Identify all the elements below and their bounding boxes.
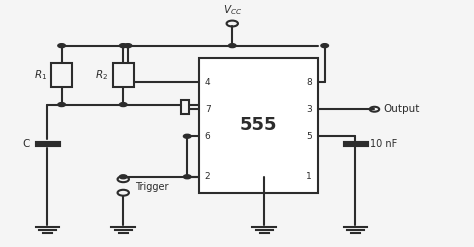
Text: 10 nF: 10 nF: [370, 139, 397, 149]
Circle shape: [58, 44, 65, 48]
Bar: [181, 100, 189, 114]
Text: $R_1$: $R_1$: [34, 68, 47, 82]
Circle shape: [183, 175, 191, 179]
Text: 7: 7: [205, 105, 210, 114]
FancyBboxPatch shape: [51, 63, 72, 87]
Circle shape: [119, 175, 127, 179]
Circle shape: [119, 103, 127, 106]
Circle shape: [228, 44, 236, 48]
Text: 6: 6: [205, 132, 210, 141]
Text: 8: 8: [306, 78, 312, 87]
Text: Output: Output: [383, 104, 419, 114]
Text: 2: 2: [205, 172, 210, 181]
Text: 1: 1: [306, 172, 312, 181]
Circle shape: [321, 44, 328, 48]
Circle shape: [124, 44, 132, 48]
Text: 555: 555: [239, 116, 277, 134]
Text: 5: 5: [306, 132, 312, 141]
Text: Trigger: Trigger: [135, 182, 169, 192]
Text: $R_2$: $R_2$: [95, 68, 109, 82]
Bar: [199, 58, 318, 193]
Circle shape: [58, 103, 65, 106]
Text: 3: 3: [306, 105, 312, 114]
Text: 4: 4: [205, 78, 210, 87]
Circle shape: [183, 134, 191, 138]
FancyBboxPatch shape: [113, 63, 134, 87]
Circle shape: [119, 44, 127, 48]
Text: C: C: [22, 139, 30, 149]
Text: $V_{CC}$: $V_{CC}$: [223, 4, 242, 17]
